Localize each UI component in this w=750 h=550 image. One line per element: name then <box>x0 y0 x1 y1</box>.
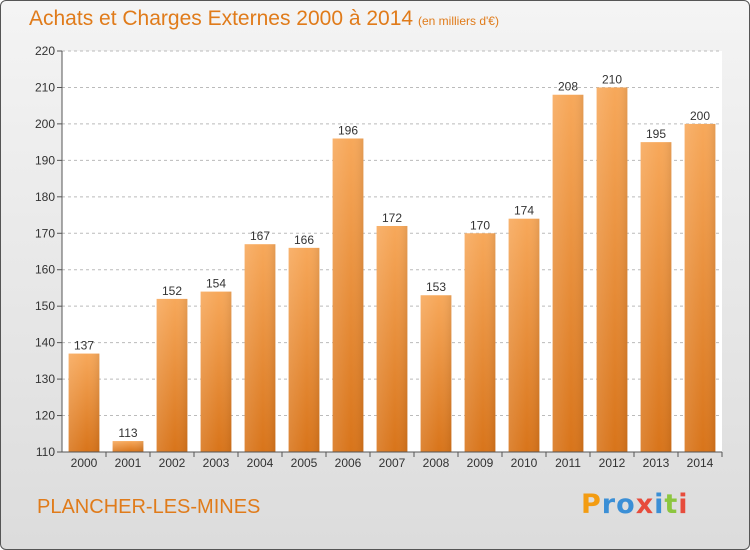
data-label: 152 <box>162 284 182 298</box>
bar-shade <box>640 142 672 453</box>
bar-shade <box>244 244 276 452</box>
y-tick-label: 120 <box>35 409 55 423</box>
chart-subtitle: (en milliers d'€) <box>418 14 499 28</box>
y-tick-label: 150 <box>35 299 55 313</box>
y-tick-label: 140 <box>35 336 55 350</box>
logo-letter: P <box>581 489 602 520</box>
x-tick-label: 2008 <box>423 456 450 470</box>
x-tick-label: 2004 <box>247 456 274 470</box>
bar-shade <box>332 138 364 452</box>
x-tick-label: 2006 <box>335 456 362 470</box>
y-tick-label: 200 <box>35 117 55 131</box>
bar-shade <box>376 225 408 452</box>
x-tick-label: 2013 <box>643 456 670 470</box>
data-label: 196 <box>338 123 358 137</box>
y-tick-label: 210 <box>35 80 55 94</box>
chart-title: Achats et Charges Externes 2000 à 2014 <box>29 7 414 30</box>
data-label: 174 <box>514 204 534 218</box>
logo-letter: t <box>664 489 679 520</box>
y-tick-label: 220 <box>35 44 55 58</box>
proxiti-logo[interactable]: Proxiti <box>581 489 689 520</box>
data-label: 153 <box>426 280 446 294</box>
y-axis: 110 120 130 140 150 160 170 180 190 200 210 220 <box>35 44 63 459</box>
logo-letter: o <box>616 489 636 520</box>
data-label: 170 <box>470 218 490 232</box>
y-tick-label: 130 <box>35 372 55 386</box>
x-tick-label: 2000 <box>71 456 98 470</box>
x-tick-label: 2014 <box>687 456 714 470</box>
bar-shade <box>68 353 100 452</box>
y-tick-label: 170 <box>35 226 55 240</box>
data-label: 167 <box>250 229 270 243</box>
logo-letter: r <box>601 489 617 520</box>
data-label: 172 <box>382 211 402 225</box>
logo-letter: i <box>654 489 665 520</box>
x-tick-label: 2007 <box>379 456 406 470</box>
data-label: 210 <box>602 72 622 86</box>
data-label: 195 <box>646 127 666 141</box>
bar-shade <box>156 298 188 452</box>
y-tick-label: 180 <box>35 190 55 204</box>
bar-shade <box>112 441 144 452</box>
x-tick-label: 2010 <box>511 456 538 470</box>
x-tick-label: 2001 <box>115 456 142 470</box>
data-label: 113 <box>118 426 137 440</box>
commune-name: PLANCHER-LES-MINES <box>37 496 261 518</box>
data-label: 154 <box>206 277 226 291</box>
x-tick-label: 2009 <box>467 456 494 470</box>
data-label: 137 <box>74 339 94 353</box>
x-tick-label: 2002 <box>159 456 186 470</box>
bar-shade <box>464 233 496 452</box>
bar-shade <box>508 218 540 452</box>
bar-shade <box>200 291 232 452</box>
bar-shade <box>596 87 628 453</box>
logo-letter: i <box>678 489 689 520</box>
logo-letter: x <box>635 489 655 520</box>
data-label: 166 <box>294 233 314 247</box>
bar-shade <box>552 94 584 452</box>
bar-shade <box>288 247 320 452</box>
data-label: 208 <box>558 80 578 94</box>
data-label: 200 <box>690 109 710 123</box>
x-tick-label: 2005 <box>291 456 318 470</box>
bar-shade <box>684 123 716 452</box>
x-tick-label: 2012 <box>599 456 626 470</box>
x-tick-label: 2003 <box>203 456 230 470</box>
x-tick-label: 2011 <box>555 456 581 470</box>
bar-shade <box>420 295 452 452</box>
y-tick-label: 110 <box>36 445 55 459</box>
y-tick-label: 160 <box>35 263 55 277</box>
bar-series: 137 113 152 154 167 166 196 172 153 170 174 208 210 1… <box>68 72 716 453</box>
y-tick-label: 190 <box>35 153 55 167</box>
x-axis: 2000 2001 2002 2003 2004 2005 2006 2007 2008 2009… <box>62 451 723 470</box>
